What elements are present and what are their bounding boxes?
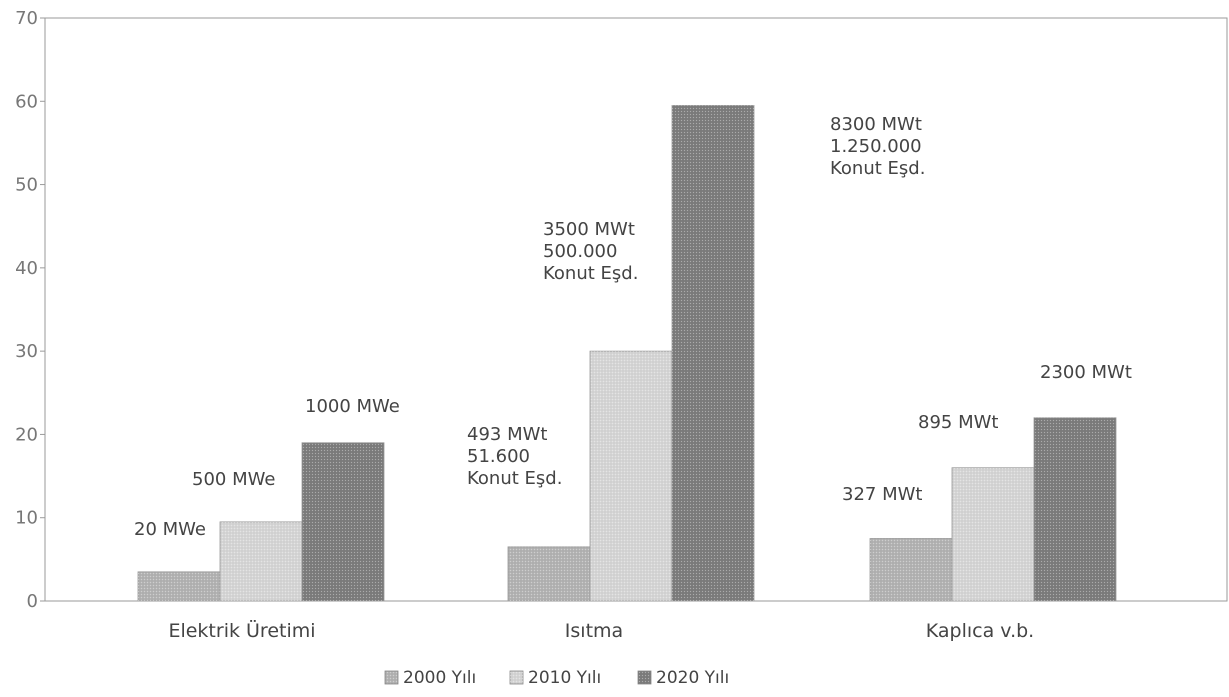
bar xyxy=(219,521,303,602)
annotations: 20 MWe 500 MWe 1000 MWe 493 MWt 51.600 Konut … xyxy=(134,114,1132,540)
legend: 2000 Yılı 2010 Yılı 2020 Yılı xyxy=(384,668,729,688)
bar-annotation: 500 MWe xyxy=(192,469,275,490)
bar xyxy=(137,571,221,602)
y-tick-label: 70 xyxy=(15,8,38,29)
bar xyxy=(869,538,953,602)
bar xyxy=(301,442,385,602)
y-axis: 0 10 20 30 40 50 60 70 xyxy=(15,8,45,612)
bar-annotation: 3500 MWt 500.000 Konut Eşd. xyxy=(543,219,638,284)
category-label: Elektrik Üretimi xyxy=(168,619,315,642)
bar-annotation: 2300 MWt xyxy=(1040,362,1132,383)
bar xyxy=(589,350,673,602)
y-tick-label: 20 xyxy=(15,424,38,445)
y-tick-label: 0 xyxy=(27,591,38,612)
category-label: Isıtma xyxy=(565,620,623,642)
category-labels: Elektrik Üretimi Isıtma Kaplıca v.b. xyxy=(168,619,1034,642)
legend-label: 2010 Yılı xyxy=(528,668,601,688)
bars xyxy=(137,105,1117,602)
bar xyxy=(507,546,591,602)
y-tick-label: 40 xyxy=(15,258,38,279)
bar-annotation: 1000 MWe xyxy=(305,396,400,417)
legend-item: 2010 Yılı xyxy=(509,668,601,688)
bar-annotation: 493 MWt 51.600 Konut Eşd. xyxy=(467,424,562,489)
y-tick-label: 50 xyxy=(15,175,38,196)
legend-item: 2000 Yılı xyxy=(384,668,476,688)
legend-label: 2020 Yılı xyxy=(656,668,729,688)
bar-annotation: 20 MWe xyxy=(134,519,206,540)
bar xyxy=(1033,417,1117,602)
y-tick-label: 30 xyxy=(15,341,38,362)
legend-item: 2020 Yılı xyxy=(637,668,729,688)
y-tick-label: 10 xyxy=(15,508,38,529)
y-tick-label: 60 xyxy=(15,91,38,112)
category-label: Kaplıca v.b. xyxy=(926,620,1034,642)
bar xyxy=(671,105,755,602)
bar-annotation: 895 MWt xyxy=(918,412,998,433)
bar xyxy=(951,467,1035,602)
bar-annotation: 327 MWt xyxy=(842,484,922,505)
bar-annotation: 8300 MWt 1.250.000 Konut Eşd. xyxy=(830,114,925,179)
legend-label: 2000 Yılı xyxy=(403,668,476,688)
